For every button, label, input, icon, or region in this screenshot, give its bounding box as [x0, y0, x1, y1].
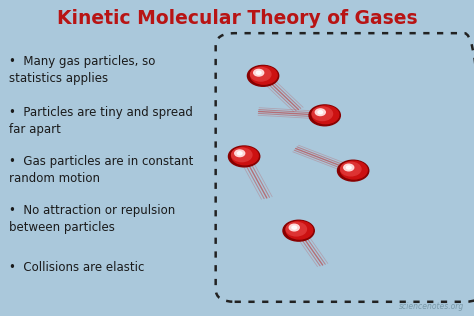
Circle shape: [247, 65, 279, 86]
Circle shape: [341, 162, 361, 176]
Circle shape: [312, 106, 339, 124]
Circle shape: [235, 150, 245, 157]
Circle shape: [341, 161, 367, 179]
Text: •  Many gas particles, so
statistics applies: • Many gas particles, so statistics appl…: [9, 55, 156, 85]
Circle shape: [254, 70, 264, 76]
Circle shape: [346, 166, 351, 169]
Text: Kinetic Molecular Theory of Gases: Kinetic Molecular Theory of Gases: [57, 9, 417, 28]
Circle shape: [292, 226, 297, 229]
Circle shape: [286, 222, 306, 236]
Circle shape: [256, 71, 261, 74]
Circle shape: [309, 105, 340, 126]
Text: •  Particles are tiny and spread
far apart: • Particles are tiny and spread far apar…: [9, 106, 193, 136]
Circle shape: [286, 221, 313, 239]
Circle shape: [237, 152, 242, 155]
Text: sciencenotes.org: sciencenotes.org: [399, 302, 465, 311]
Text: •  Gas particles are in constant
random motion: • Gas particles are in constant random m…: [9, 155, 194, 185]
Circle shape: [312, 107, 333, 121]
Circle shape: [283, 220, 314, 241]
Circle shape: [251, 68, 271, 81]
Circle shape: [289, 224, 299, 231]
Circle shape: [251, 66, 277, 84]
Text: •  No attraction or repulsion
between particles: • No attraction or repulsion between par…: [9, 204, 176, 234]
Circle shape: [232, 147, 258, 165]
Circle shape: [318, 111, 323, 114]
Circle shape: [232, 148, 252, 162]
Circle shape: [344, 164, 354, 171]
Circle shape: [228, 146, 260, 167]
Circle shape: [315, 109, 325, 116]
Circle shape: [337, 160, 369, 181]
Text: •  Collisions are elastic: • Collisions are elastic: [9, 261, 145, 274]
